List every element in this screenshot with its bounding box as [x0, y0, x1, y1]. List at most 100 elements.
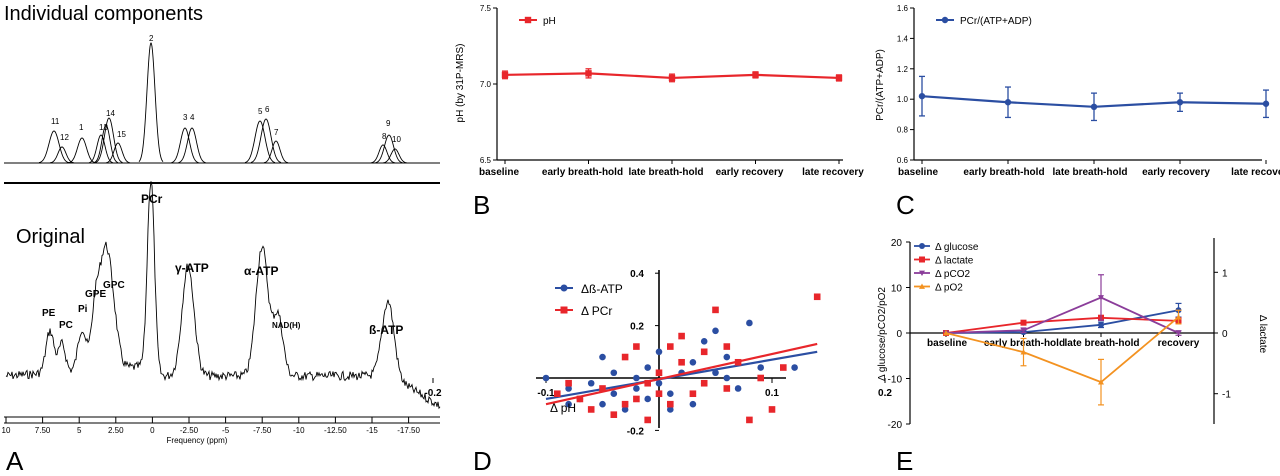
- frequency-tick-label: 0: [150, 426, 155, 435]
- y-tick-label: 0.4: [630, 269, 644, 280]
- scatter-point: [689, 358, 697, 366]
- panel-d: -0.2 -0.1 0.1 0.2 -0.2 0.2 0.4 Δß-ATP Δ PCr Δ pH…: [424, 269, 892, 476]
- peak-label-pc: PC: [59, 320, 73, 331]
- left-y-tick-label: -10: [888, 375, 903, 386]
- scatter-point: [565, 400, 572, 408]
- scatter-x-axis-label: Δ pH: [550, 401, 576, 415]
- component-number: 4: [190, 113, 195, 122]
- component-peaks: [38, 42, 407, 164]
- scatter-point: [554, 390, 561, 398]
- component-peak: [68, 137, 96, 164]
- x-tick-label: late breath-hold: [628, 167, 703, 178]
- panel-label-c: C: [896, 190, 915, 220]
- scatter-point: [700, 379, 708, 387]
- y-tick-label: 1.0: [897, 95, 909, 104]
- series-line: [945, 309, 1179, 334]
- frequency-tick-label: -15: [366, 426, 378, 435]
- legend-label: Δ PCr: [581, 304, 612, 318]
- frequency-tick-label: 2.50: [108, 426, 124, 435]
- scatter-point: [667, 390, 674, 398]
- right-y-tick-label: -1: [1222, 390, 1231, 401]
- scatter-point: [565, 385, 572, 392]
- scatter-point: [723, 343, 731, 350]
- scatter-point: [667, 406, 674, 413]
- right-y-axis-label: Δ lactate: [1257, 315, 1268, 354]
- y-tick-label: 1.2: [897, 65, 909, 74]
- scatter-point: [587, 406, 595, 413]
- data-point: [1004, 99, 1012, 106]
- legend-marker: [919, 283, 925, 289]
- scatter-point: [757, 364, 764, 371]
- legend-marker: [919, 243, 925, 249]
- series-line: [945, 296, 1179, 334]
- left-y-tick-label: 0: [896, 329, 902, 340]
- x-tick-label: 0.2: [878, 388, 892, 399]
- frequency-tick-label: 5: [77, 426, 82, 435]
- component-number: 1: [79, 123, 84, 132]
- scatter-point: [723, 353, 731, 361]
- scatter-point: [757, 374, 764, 382]
- peak-label-gpc: GPC: [103, 280, 125, 291]
- ph-y-axis-label: pH (by 31P-MRS): [455, 44, 466, 123]
- x-tick-label: baseline: [479, 167, 519, 178]
- x-tick-label: baseline: [927, 338, 967, 349]
- x-tick-label: early breath-hold: [963, 167, 1044, 178]
- frequency-tick-label: -7.50: [253, 426, 272, 435]
- frequency-ticks: 10 7.50 5 2.50 0 -2.50 -5 -7.50 -10 -12.50 -15 -17.…: [2, 417, 420, 435]
- legend-label: Δ glucose: [935, 242, 979, 253]
- x-tick-label: early recovery: [1142, 167, 1210, 178]
- panel-label-a: A: [6, 446, 24, 476]
- peak-label-alpha-atp: α-ATP: [244, 264, 278, 278]
- x-tick-label: 0.1: [765, 388, 779, 399]
- scatter-point: [712, 327, 719, 335]
- scatter-point: [655, 390, 663, 398]
- frequency-tick-label: 10: [2, 426, 11, 435]
- x-tick-label: early breath-hold: [984, 338, 1065, 349]
- legend-label: Δ lactate: [935, 256, 974, 267]
- peak-label-pcr: PCr: [141, 192, 163, 206]
- component-number: 11: [51, 117, 60, 126]
- scatter-point: [667, 400, 674, 408]
- original-spectrum: [5, 181, 441, 410]
- data-point: [1175, 314, 1182, 320]
- scatter-point: [791, 364, 798, 371]
- legend-marker: [941, 16, 949, 24]
- legend-marker: [524, 16, 532, 24]
- component-peak: [370, 144, 396, 164]
- scatter-point: [655, 369, 663, 377]
- scatter-point: [746, 319, 753, 327]
- legend-marker: [919, 256, 925, 263]
- scatter-point: [599, 385, 606, 392]
- series-line: [945, 316, 1180, 384]
- scatter-point: [689, 400, 697, 408]
- scatter-point: [655, 348, 663, 356]
- x-tick-label: -0.2: [424, 388, 442, 399]
- component-peak: [38, 130, 70, 164]
- scatter-point: [610, 411, 618, 418]
- legend-label: Δ pO2: [935, 283, 963, 294]
- x-tick-label: baseline: [898, 167, 938, 178]
- pcr-ratio-chart: 0.6 0.8 1.0 1.2 1.4 1.6 baseline early breath-h…: [897, 4, 1280, 178]
- legend-marker: [560, 306, 568, 314]
- data-point: [1098, 321, 1104, 328]
- y-tick-label: 7.0: [480, 80, 492, 89]
- data-point: [1020, 349, 1027, 355]
- scatter-point: [700, 348, 708, 356]
- component-peak: [171, 127, 199, 164]
- scatter-point: [610, 390, 618, 398]
- right-y-tick-label: 1: [1222, 268, 1228, 279]
- panel-c: 0.6 0.8 1.0 1.2 1.4 1.6 baseline early breath-h…: [875, 4, 1280, 220]
- scatter-point: [621, 406, 629, 413]
- y-tick-label: 0.8: [897, 126, 909, 135]
- y-tick-label: -0.2: [627, 426, 645, 437]
- data-point: [918, 92, 926, 100]
- scatter-point: [768, 406, 776, 413]
- scatter-point: [678, 358, 685, 366]
- x-tick-label: late recovery: [802, 167, 864, 178]
- scatter-point: [542, 374, 550, 382]
- scatter-point: [644, 364, 651, 371]
- scatter-point: [633, 343, 640, 350]
- peak-label-nadh: NAD(H): [272, 321, 301, 330]
- legend-label: Δ pCO2: [935, 269, 970, 280]
